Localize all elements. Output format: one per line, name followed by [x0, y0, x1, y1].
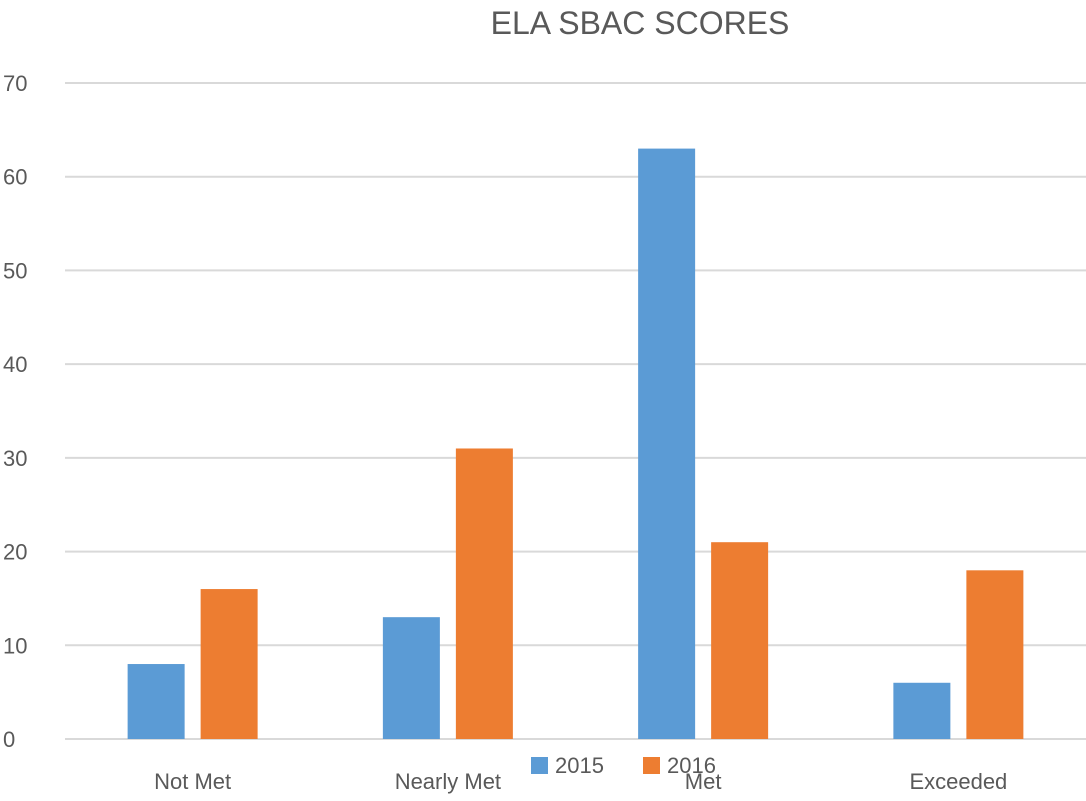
bar-2016-not-met: [200, 589, 258, 739]
y-tick-label: 20: [3, 540, 27, 565]
chart-title: ELA SBAC SCORES: [491, 5, 790, 41]
legend-label: 2015: [555, 753, 604, 778]
bar-2015-not-met: [127, 664, 185, 739]
y-axis-ticks: 0 10 20 30 40 50 60 70: [3, 71, 27, 752]
bar-2015-met: [638, 148, 696, 740]
legend-swatch: [643, 757, 660, 774]
y-tick-label: 0: [3, 727, 15, 752]
y-tick-label: 70: [3, 71, 27, 96]
y-tick-label: 60: [3, 165, 27, 190]
bars: [127, 148, 1024, 740]
x-category-label: Met: [685, 769, 722, 794]
legend: 2015 2016: [531, 753, 716, 778]
bar-2015-nearly-met: [382, 617, 440, 739]
bar-2016-exceeded: [966, 570, 1024, 739]
bar-2016-met: [711, 542, 769, 739]
y-tick-label: 30: [3, 446, 27, 471]
bar-2016-nearly-met: [455, 448, 513, 739]
bar-2015-exceeded: [893, 682, 951, 739]
x-category-label: Not Met: [154, 769, 231, 794]
y-tick-label: 40: [3, 352, 27, 377]
y-tick-label: 50: [3, 258, 27, 283]
legend-label: 2016: [667, 753, 716, 778]
y-tick-label: 10: [3, 633, 27, 658]
x-axis-labels: Not Met Nearly Met Met Exceeded: [154, 769, 1007, 794]
x-category-label: Exceeded: [909, 769, 1007, 794]
legend-swatch: [531, 757, 548, 774]
x-category-label: Nearly Met: [395, 769, 501, 794]
